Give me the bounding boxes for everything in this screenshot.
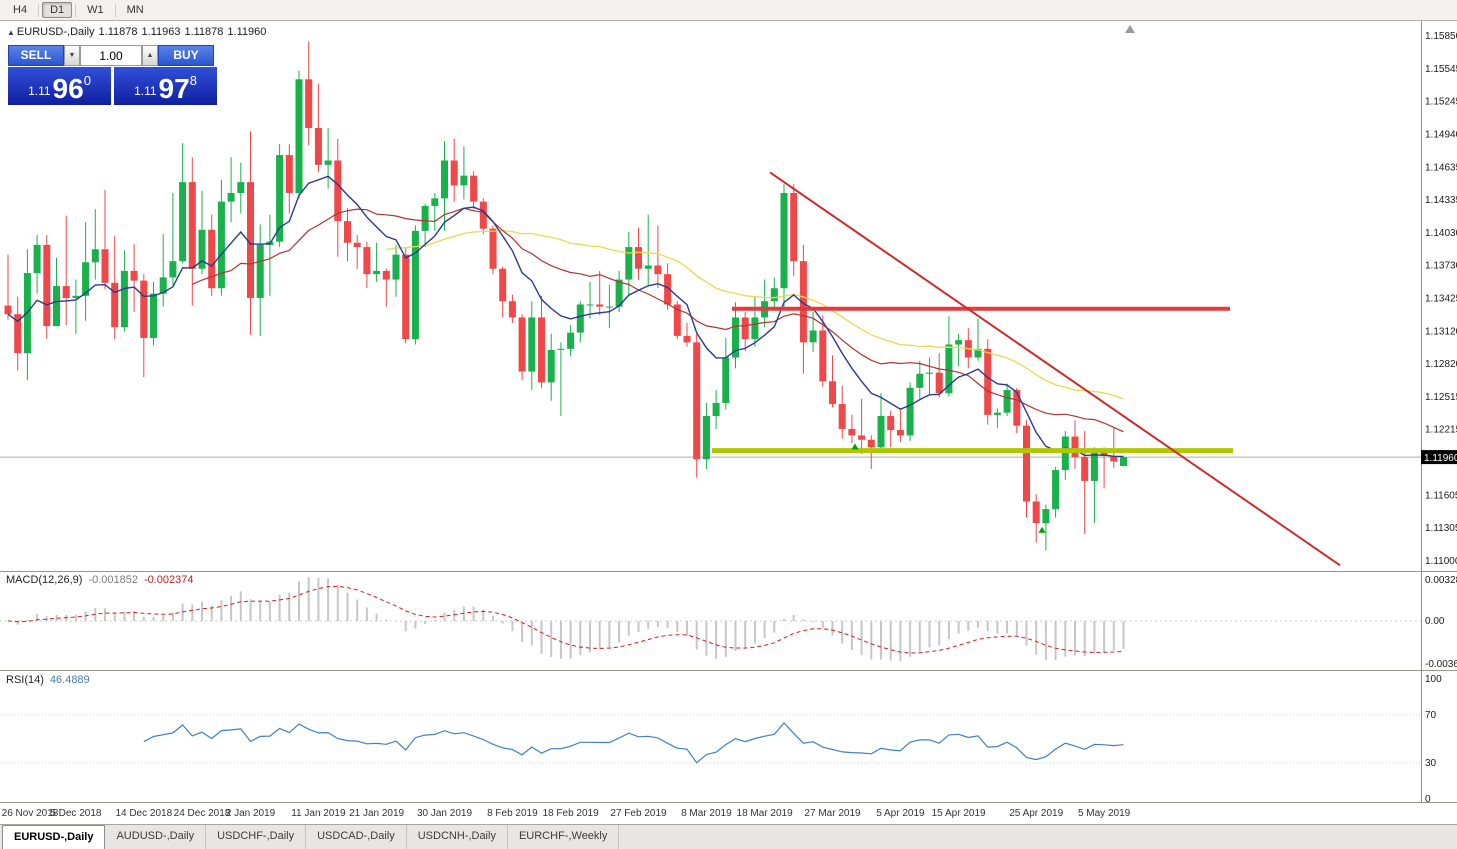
svg-text:0.003287: 0.003287 — [1425, 575, 1457, 586]
panel-separator-rsi[interactable] — [0, 670, 1457, 671]
svg-text:100: 100 — [1425, 674, 1442, 685]
buy-price-display[interactable]: 1.11 97 8 — [114, 67, 217, 105]
time-axis[interactable]: 26 Nov 2018 5 Dec 2018 14 Dec 2018 24 Dec 2… — [0, 803, 1457, 824]
buy-price-big-digits: 97 — [158, 73, 190, 104]
volume-input[interactable] — [80, 45, 142, 66]
price-axis-line[interactable] — [1421, 21, 1422, 803]
time-axis-label: 11 Jan 2019 — [291, 808, 346, 819]
macd-indicator-chart[interactable]: 0.003287 0.00 -0.00365 — [0, 572, 1457, 670]
svg-text:0: 0 — [1425, 794, 1431, 802]
time-axis-label: 30 Jan 2019 — [416, 808, 473, 819]
sell-price-pipette: 0 — [83, 73, 91, 88]
time-axis-label: 8 Feb 2019 — [487, 808, 538, 819]
timeframe-button-mn[interactable]: MN — [126, 4, 144, 16]
chart-window[interactable]: 1.15850 1.15545 1.15245 1.14940 1.14635 1.143… — [0, 21, 1457, 824]
buy-price-prefix: 1.11 — [134, 84, 157, 98]
svg-text:1.14030: 1.14030 — [1425, 228, 1457, 239]
time-axis-label: 2 Jan 2019 — [225, 808, 276, 819]
tab-usdcnh-daily[interactable]: USDCNH-,Daily — [407, 825, 508, 849]
sell-price-big-digits: 96 — [52, 73, 84, 104]
panel-separator-macd[interactable] — [0, 571, 1457, 572]
chart-ohlc-header: ▲ EURUSD-,Daily 1.11878 1.11963 1.11878 1.119… — [7, 26, 270, 38]
ohlc-close: 1.11960 — [227, 26, 267, 38]
sell-price-prefix: 1.11 — [28, 84, 51, 98]
timeframe-button-h4[interactable]: H4 — [13, 4, 28, 16]
svg-text:1.11305: 1.11305 — [1425, 523, 1457, 534]
sell-button[interactable]: SELL — [8, 45, 64, 66]
svg-text:1.14335: 1.14335 — [1425, 195, 1457, 206]
svg-text:1.12515: 1.12515 — [1425, 392, 1457, 403]
time-axis-label: 26 Nov 2018 — [1, 808, 59, 819]
time-axis-label: 25 Apr 2019 — [1009, 808, 1064, 819]
time-axis-label: 18 Feb 2019 — [542, 808, 599, 819]
rsi-indicator-chart[interactable]: 100 70 30 0 — [0, 671, 1457, 802]
svg-text:1.13120: 1.13120 — [1425, 327, 1457, 338]
ohlc-open: 1.11878 — [98, 26, 138, 38]
tab-audusd-daily[interactable]: AUDUSD-,Daily — [105, 825, 207, 849]
main-price-chart[interactable]: 1.15850 1.15545 1.15245 1.14940 1.14635 1.143… — [0, 21, 1457, 571]
svg-text:70: 70 — [1425, 710, 1437, 721]
svg-text:1.13425: 1.13425 — [1425, 294, 1457, 305]
time-axis-label: 18 Mar 2019 — [736, 808, 793, 819]
chart-symbol-label: EURUSD-,Daily — [16, 26, 95, 38]
symbol-marker-icon: ▲ — [7, 28, 15, 37]
time-axis-label: 15 Apr 2019 — [931, 808, 986, 819]
time-axis-label: 8 Mar 2019 — [681, 808, 732, 819]
svg-text:1.12215: 1.12215 — [1425, 424, 1457, 435]
tab-eurusd-daily[interactable]: EURUSD-,Daily — [2, 825, 106, 849]
svg-text:1.14635: 1.14635 — [1425, 163, 1457, 174]
buy-button[interactable]: BUY — [158, 45, 214, 66]
tab-usdchf-daily[interactable]: USDCHF-,Daily — [206, 825, 307, 849]
svg-text:1.15545: 1.15545 — [1425, 64, 1457, 75]
svg-text:1.14940: 1.14940 — [1425, 130, 1457, 141]
tab-usdcad-daily[interactable]: USDCAD-,Daily — [306, 825, 407, 849]
macd-main-value: -0.001852 — [88, 574, 138, 586]
svg-text:1.11605: 1.11605 — [1425, 491, 1457, 502]
svg-text:1.13730: 1.13730 — [1425, 260, 1457, 271]
macd-label: MACD(12,26,9) -0.001852 -0.002374 — [6, 574, 194, 586]
sell-price-display[interactable]: 1.11 96 0 — [8, 67, 111, 105]
timeframe-button-w1[interactable]: W1 — [87, 4, 104, 16]
svg-text:1.12820: 1.12820 — [1425, 359, 1457, 370]
time-axis-label: 24 Dec 2018 — [173, 808, 231, 819]
rsi-value: 46.4889 — [49, 674, 90, 686]
timeframe-toolbar: H4 D1 W1 MN — [0, 0, 1457, 21]
time-axis-label: 5 Apr 2019 — [876, 808, 925, 819]
buy-price-pipette: 8 — [189, 73, 197, 88]
time-axis-label: 5 Dec 2018 — [50, 808, 102, 819]
toolbar-divider — [114, 3, 116, 17]
macd-name: MACD(12,26,9) — [6, 574, 83, 586]
svg-text:1.11000: 1.11000 — [1425, 556, 1457, 567]
tab-eurchf-weekly[interactable]: EURCHF-,Weekly — [508, 825, 620, 849]
chart-tab-bar: EURUSD-,Daily AUDUSD-,Daily USDCHF-,Dail… — [0, 824, 1457, 849]
toolbar-divider — [75, 3, 77, 17]
ohlc-low: 1.11878 — [184, 26, 224, 38]
one-click-trading-panel: SELL ▼ ▲ BUY 1.11 96 0 1.11 97 8 — [8, 45, 218, 105]
time-axis-label: 5 May 2019 — [1077, 808, 1131, 819]
time-axis-label: 14 Dec 2018 — [115, 808, 173, 819]
volume-decrease-icon[interactable]: ▼ — [64, 45, 80, 66]
rsi-label: RSI(14) 46.4889 — [6, 674, 90, 686]
time-axis-label: 21 Jan 2019 — [349, 808, 405, 819]
ohlc-high: 1.11963 — [141, 26, 181, 38]
volume-increase-icon[interactable]: ▲ — [142, 45, 158, 66]
svg-text:30: 30 — [1425, 758, 1437, 769]
svg-text:1.15245: 1.15245 — [1425, 96, 1457, 107]
svg-text:1.11960: 1.11960 — [1424, 453, 1457, 464]
svg-text:-0.00365: -0.00365 — [1425, 659, 1457, 670]
svg-text:1.15850: 1.15850 — [1425, 31, 1457, 42]
time-axis-label: 27 Feb 2019 — [610, 808, 667, 819]
timeframe-button-d1[interactable]: D1 — [42, 2, 73, 18]
panel-separator-dates — [0, 802, 1457, 803]
toolbar-divider — [38, 3, 40, 17]
macd-signal-value: -0.002374 — [143, 574, 194, 586]
svg-text:0.00: 0.00 — [1425, 616, 1445, 627]
time-axis-label: 27 Mar 2019 — [804, 808, 861, 819]
rsi-name: RSI(14) — [6, 674, 44, 686]
